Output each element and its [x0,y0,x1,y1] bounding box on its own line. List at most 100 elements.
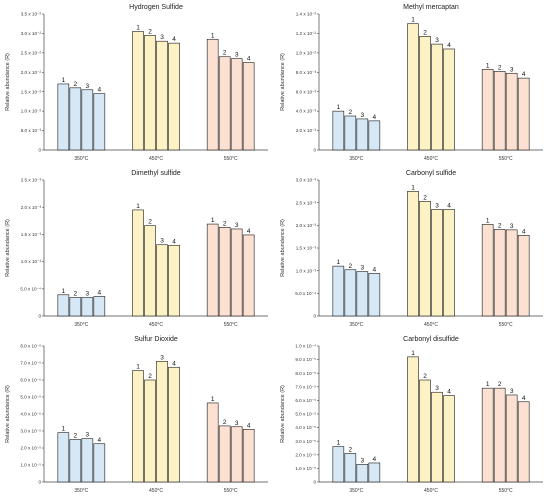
chart-6-bar [493,387,506,483]
chart-4-ytick-label: 0 [313,314,316,319]
chart-1-bar [230,58,243,151]
chart-1-bar-label: 1 [211,32,215,39]
chart-1-bar-label: 3 [86,83,90,90]
chart-6-bar [344,453,357,483]
chart-4-bar [443,209,455,317]
chart-1-bar-label: 4 [247,56,251,63]
chart-2-bar-label: 1 [337,104,341,111]
chart-2-bar [356,118,369,151]
chart-5-xtick-label: 550°C [224,488,238,494]
chart-4-bar [517,235,530,317]
chart-6-bar [431,391,443,483]
chart-3-bar-label: 4 [247,228,251,235]
chart-6-bar [368,462,381,483]
chart-4-ytick-label: 2.5 x 10⁻³ [296,200,317,205]
chart-6-bar-label: 3 [435,385,439,392]
chart-5-bar-label: 1 [211,396,215,403]
chart-3-ylabel: Relative abundance (R) [5,219,11,277]
chart-4-bar-label: 1 [337,259,341,266]
chart-4-bar-label: 3 [361,265,365,272]
chart-1-bar [242,62,255,151]
chart-2-bar-label: 3 [435,37,439,44]
chart-5-bar-label: 1 [136,364,140,371]
chart-2-bar [332,110,345,151]
chart-1-ytick-label: 3.0 x 10⁻² [21,31,42,36]
chart-2-ytick-label: 1.2 x 10⁻² [296,31,317,36]
chart-3-bar-label: 3 [160,238,164,245]
chart-4-ytick-label: 2.0 x 10⁻³ [296,223,317,228]
chart-4-bar [431,209,443,317]
chart-1-ytick-label: 0 [38,148,41,153]
chart-2-ytick-label: 1.0 x 10⁻² [296,50,317,55]
chart-2-bar [443,48,455,151]
chart-2-bar-label: 4 [447,42,451,49]
chart-5-ytick-label: 6.0 x 10⁻⁵ [20,378,41,383]
chart-6-ytick-label: 5.0 x 10⁻⁵ [295,412,316,417]
chart-3-xtick-label: 450°C [149,322,163,328]
chart-2-bar-label: 1 [411,17,415,24]
chart-3-bar [168,244,180,317]
chart-3-bar-label: 4 [98,289,102,296]
chart-3-xtick-label: 550°C [224,322,238,328]
chart-6-bar-label: 2 [423,373,427,380]
chart-4-bar-label: 2 [423,194,427,201]
chart-4-ytick-label: 1.5 x 10⁻³ [296,246,317,251]
chart-1-xtick-label: 450°C [149,156,163,162]
chart-3-ytick-label: 2.0 x 10⁻³ [21,205,42,210]
chart-6-bar [356,464,369,483]
chart-1-bar [57,83,70,151]
chart-6-ylabel: Relative abundance (R) [280,385,286,443]
chart-3-bar-label: 4 [172,238,176,245]
chart-4-bar-label: 2 [498,222,502,229]
chart-4-ytick-label: 1.0 x 10⁻³ [296,268,317,273]
chart-3-title: Dimethyl sulfide [131,170,181,177]
chart-2-ytick-label: 2.0 x 10⁻³ [296,128,317,133]
chart-5-bar-label: 4 [172,360,176,367]
chart-3-bar-label: 3 [86,291,90,298]
chart-6-ytick-label: 7.0 x 10⁻⁵ [295,384,316,389]
chart-4-bar [332,265,345,317]
chart-2-ytick-label: 6.0 x 10⁻³ [296,89,317,94]
chart-svg-6: Carbonyl disulfide Relative abundance (R)… [280,336,543,494]
chart-svg-1: Hydrogen Sulfide Relative abundance (R) 0 5… [5,4,268,162]
chart-3-ytick-label: 2.5 x 10⁻³ [21,178,42,183]
chart-2-title: Methyl mercaptan [403,4,459,11]
chart-4-bar [344,269,357,317]
chart-5-bar-label: 3 [235,420,239,427]
chart-2-bar-label: 3 [361,112,365,119]
chart-3-ytick-label: 1.5 x 10⁻³ [21,232,42,237]
chart-4-bar [356,271,369,317]
chart-5-bar [168,366,180,483]
chart-6-bar [443,395,455,483]
chart-4-bar-label: 4 [373,266,377,273]
chart-2-bar-label: 3 [510,66,514,73]
chart-2-ytick-label: 8.0 x 10⁻³ [296,70,317,75]
chart-3-bar-label: 3 [235,222,239,229]
chart-6-ytick-label: 9.0 x 10⁻⁵ [295,357,316,362]
chart-2-xtick-label: 350°C [349,156,363,162]
chart-6-xtick-label: 550°C [499,488,513,494]
chart-3-bar [69,297,82,317]
chart-6-bar [481,387,494,483]
chart-6-xtick-label: 450°C [424,488,438,494]
chart-5-bar [206,402,219,483]
chart-5-bar [230,426,243,483]
chart-4-xtick-label: 450°C [424,322,438,328]
chart-2-bar-label: 4 [373,114,377,121]
chart-4-bar [407,191,419,317]
chart-1-ytick-label: 2.0 x 10⁻² [21,70,42,75]
chart-5-bar-label: 1 [62,426,66,433]
chart-5-bar-label: 2 [74,433,78,440]
chart-panel-5: Sulfur Dioxide Relative abundance (R) 0 1.0… [0,332,275,498]
chart-svg-4: Carbonyl sulfide Relative abundance (R) 0 5… [280,170,543,328]
chart-3-bar [93,296,106,317]
chart-5-bar-label: 3 [160,354,164,361]
chart-5-bar [144,379,156,483]
chart-1-ytick-label: 5.0 x 10⁻³ [21,128,42,133]
chart-6-bar-label: 1 [486,381,490,388]
chart-6-bar-label: 4 [447,389,451,396]
chart-1-bar-label: 2 [223,50,227,57]
chart-5-bar [81,438,94,483]
chart-panel-6: Carbonyl disulfide Relative abundance (R)… [275,332,550,498]
chart-6-bar-label: 3 [510,388,514,395]
